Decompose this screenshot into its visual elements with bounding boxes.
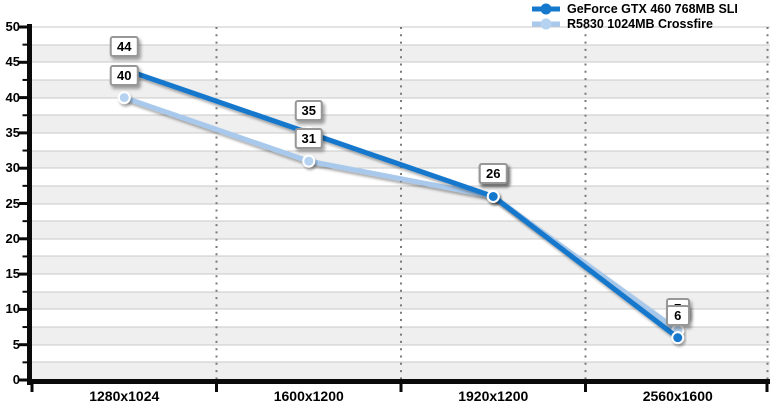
h-gridline [32, 220, 770, 222]
h-gridline [32, 97, 770, 99]
data-point [671, 331, 685, 345]
y-major-tick [19, 131, 27, 135]
y-major-tick [19, 202, 27, 205]
y-major-tick [19, 343, 27, 347]
band-gray [32, 291, 770, 310]
data-point [117, 91, 131, 105]
band-gray [32, 79, 770, 98]
y-major-tick [19, 378, 27, 382]
legend-label: R5830 1024MB Crossfire [567, 16, 713, 31]
h-gridline [32, 273, 770, 275]
band-white [32, 309, 770, 328]
y-minor-tick [22, 114, 27, 117]
y-major-tick [19, 237, 27, 241]
y-minor-tick [22, 290, 27, 293]
x-tick [215, 384, 218, 392]
series-line-1 [121, 95, 681, 334]
band-white [32, 132, 770, 151]
band-gray [32, 221, 770, 239]
x-axis-line [27, 379, 770, 384]
band-gray [32, 327, 770, 345]
band-white [32, 203, 770, 222]
x-tick [765, 384, 769, 392]
band-gray [32, 44, 770, 63]
h-gridline [32, 185, 770, 187]
series-line-0 [121, 66, 681, 341]
h-gridline [32, 291, 770, 293]
data-point [486, 189, 500, 203]
y-minor-tick [22, 361, 27, 364]
legend-marker-line-dot-icon [532, 18, 560, 30]
h-gridline [32, 132, 770, 134]
y-minor-tick [22, 255, 27, 258]
x-tick [584, 384, 587, 392]
y-minor-tick [22, 326, 27, 329]
data-point [302, 154, 316, 168]
h-gridline [32, 344, 770, 346]
legend-item-r5830: R5830 1024MB Crossfire [529, 17, 738, 31]
y-minor-tick [22, 78, 27, 81]
x-tick [30, 384, 34, 392]
h-gridline [32, 150, 770, 152]
legend-marker-line-dot-icon [532, 3, 560, 15]
data-point [302, 126, 316, 140]
y-axis-line [27, 24, 32, 385]
y-minor-tick [22, 184, 27, 187]
band-gray [32, 256, 770, 275]
y-major-tick [19, 96, 27, 100]
h-gridline [32, 308, 770, 310]
y-major-tick [19, 166, 27, 170]
band-white [32, 344, 770, 363]
h-gridline [32, 44, 770, 46]
h-gridline [32, 255, 770, 257]
y-major-tick [19, 60, 27, 64]
legend-item-gtx460: GeForce GTX 460 768MB SLI [529, 2, 738, 16]
h-gridline [32, 167, 770, 169]
y-major-tick [19, 272, 27, 276]
h-gridline [32, 361, 770, 363]
y-minor-tick [22, 220, 27, 223]
y-minor-tick [22, 43, 27, 46]
h-gridline [32, 61, 770, 63]
data-point [117, 62, 131, 76]
legend-label: GeForce GTX 460 768MB SLI [567, 1, 738, 16]
y-minor-tick [22, 149, 27, 152]
y-major-tick [19, 25, 27, 29]
y-major-tick [19, 307, 27, 311]
x-tick [399, 384, 403, 392]
legend: GeForce GTX 460 768MB SLI R5830 1024MB C… [529, 2, 738, 31]
band-gray [32, 185, 770, 204]
